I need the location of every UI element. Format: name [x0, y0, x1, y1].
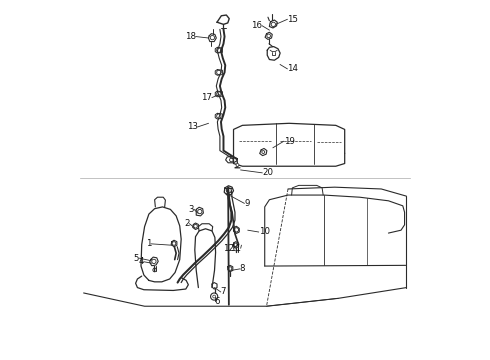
Text: 5: 5 [134, 254, 139, 263]
Text: 17: 17 [201, 93, 212, 102]
Text: 10: 10 [259, 228, 270, 237]
Text: 16: 16 [251, 21, 262, 30]
Text: 18: 18 [185, 32, 196, 41]
Text: 6: 6 [215, 297, 220, 306]
Text: 13: 13 [187, 122, 197, 131]
Text: 11: 11 [230, 244, 241, 253]
Text: 1: 1 [146, 239, 151, 248]
Circle shape [236, 163, 239, 166]
Text: 9: 9 [245, 199, 250, 208]
Text: 20: 20 [262, 168, 273, 177]
Text: 2: 2 [184, 219, 190, 228]
Text: 19: 19 [284, 137, 294, 146]
Text: 12: 12 [222, 244, 234, 253]
Text: 14: 14 [287, 64, 298, 73]
Text: 8: 8 [240, 265, 245, 274]
Text: 3: 3 [189, 205, 194, 214]
Text: 4: 4 [138, 257, 144, 266]
Circle shape [213, 295, 216, 298]
Text: 15: 15 [287, 15, 298, 24]
Text: 7: 7 [220, 287, 226, 296]
